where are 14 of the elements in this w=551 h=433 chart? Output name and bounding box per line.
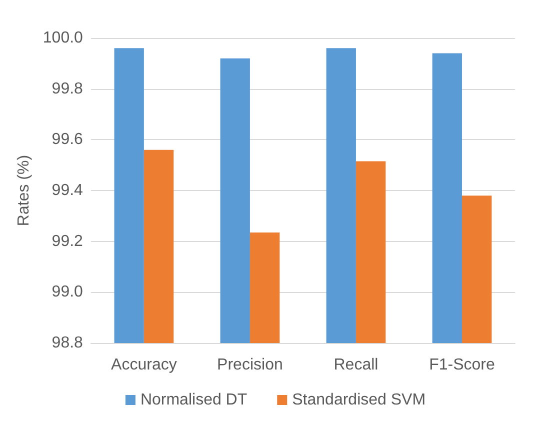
y-tick-label: 99.8 xyxy=(52,80,84,98)
x-tick-label: Recall xyxy=(334,356,378,374)
x-tick-label: Accuracy xyxy=(111,356,177,374)
y-tick-label: 98.8 xyxy=(52,334,84,352)
legend-label: Normalised DT xyxy=(140,392,248,408)
y-tick-label: 100.0 xyxy=(42,30,84,46)
y-tick-label: 99.6 xyxy=(52,131,84,148)
legend-label: Standardised SVM xyxy=(292,392,426,408)
y-tick-label: 99.0 xyxy=(52,284,84,301)
x-tick-label: F1-Score xyxy=(429,356,495,374)
y-tick-label: 99.2 xyxy=(52,232,84,250)
y-tick-label: 99.4 xyxy=(52,182,84,199)
y-axis-title: Rates (%) xyxy=(16,154,32,226)
x-tick-label: Precision xyxy=(217,356,283,374)
